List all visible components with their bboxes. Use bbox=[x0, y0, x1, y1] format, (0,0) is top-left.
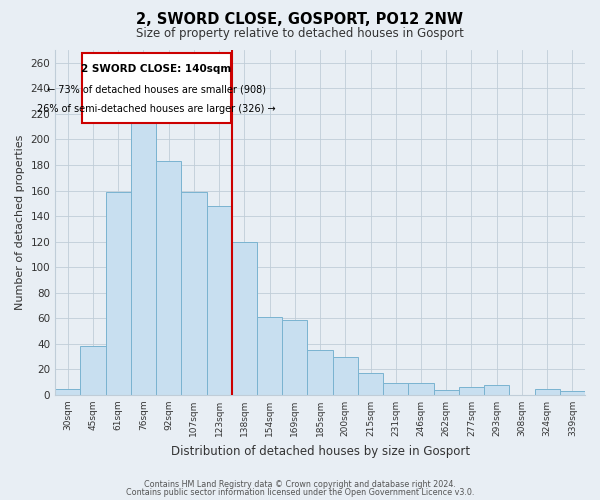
Bar bbox=[257, 317, 282, 395]
Bar bbox=[383, 384, 409, 395]
Bar bbox=[232, 242, 257, 395]
Y-axis label: Number of detached properties: Number of detached properties bbox=[15, 135, 25, 310]
X-axis label: Distribution of detached houses by size in Gosport: Distribution of detached houses by size … bbox=[170, 444, 470, 458]
Bar bbox=[80, 346, 106, 395]
Text: Contains public sector information licensed under the Open Government Licence v3: Contains public sector information licen… bbox=[126, 488, 474, 497]
Bar bbox=[282, 320, 307, 395]
FancyBboxPatch shape bbox=[82, 52, 230, 123]
Bar bbox=[358, 373, 383, 395]
Bar bbox=[131, 115, 156, 395]
Bar bbox=[409, 384, 434, 395]
Bar bbox=[307, 350, 332, 395]
Bar bbox=[434, 390, 459, 395]
Text: 26% of semi-detached houses are larger (326) →: 26% of semi-detached houses are larger (… bbox=[37, 104, 275, 114]
Text: ← 73% of detached houses are smaller (908): ← 73% of detached houses are smaller (90… bbox=[47, 84, 266, 94]
Bar bbox=[459, 388, 484, 395]
Text: 2 SWORD CLOSE: 140sqm: 2 SWORD CLOSE: 140sqm bbox=[81, 64, 231, 74]
Text: 2, SWORD CLOSE, GOSPORT, PO12 2NW: 2, SWORD CLOSE, GOSPORT, PO12 2NW bbox=[137, 12, 464, 28]
Bar bbox=[55, 388, 80, 395]
Text: Contains HM Land Registry data © Crown copyright and database right 2024.: Contains HM Land Registry data © Crown c… bbox=[144, 480, 456, 489]
Bar bbox=[206, 206, 232, 395]
Bar bbox=[156, 161, 181, 395]
Bar bbox=[560, 391, 585, 395]
Bar bbox=[332, 356, 358, 395]
Bar bbox=[484, 384, 509, 395]
Text: Size of property relative to detached houses in Gosport: Size of property relative to detached ho… bbox=[136, 28, 464, 40]
Bar bbox=[106, 192, 131, 395]
Bar bbox=[535, 388, 560, 395]
Bar bbox=[181, 192, 206, 395]
